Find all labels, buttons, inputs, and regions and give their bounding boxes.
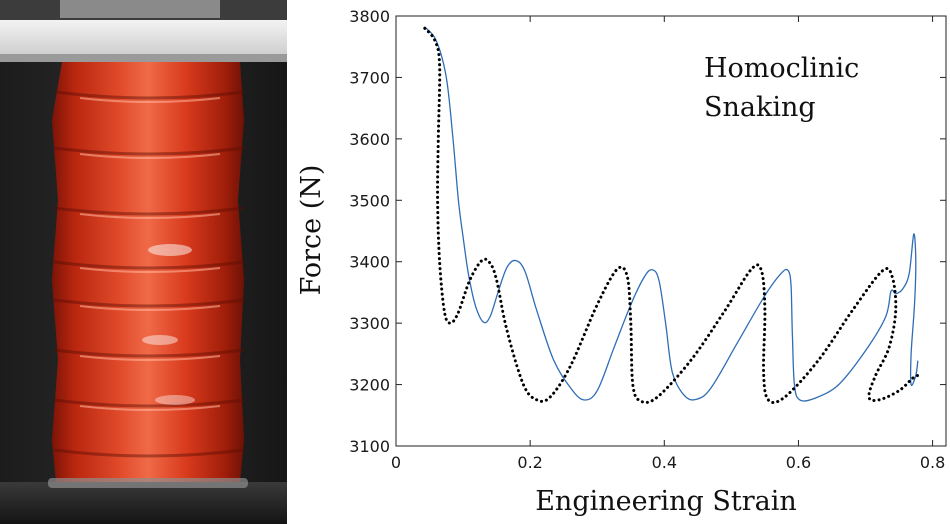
y-tick-label: 3200	[349, 376, 390, 395]
y-tick-label: 3500	[349, 191, 390, 210]
annotation-line-1: Homoclinic	[704, 53, 859, 84]
force-strain-chart: 0 0.2 0.4 0.6 0.8 3100 3200 3300 3400 3500 3600 370…	[296, 7, 947, 517]
y-tick-label: 3600	[349, 130, 390, 149]
annotation-line-2: Snaking	[704, 92, 816, 123]
axes-frame	[395, 15, 947, 447]
x-tick-label: 0.4	[652, 453, 677, 472]
x-tick-label: 0.8	[920, 453, 945, 472]
plot-border	[395, 15, 947, 447]
tick-layer: 0 0.2 0.4 0.6 0.8 3100 3200 3300 3400 3500 3600 370…	[349, 7, 946, 472]
y-tick-label: 3400	[349, 253, 390, 272]
x-tick-label: 0.2	[517, 453, 542, 472]
y-tick-label: 3100	[349, 437, 390, 456]
series-line-solid	[424, 26, 919, 402]
series-layer	[423, 26, 920, 405]
x-tick-label: 0.6	[786, 453, 811, 472]
x-tick-label: 0	[391, 453, 401, 472]
y-tick-label: 3300	[349, 314, 390, 333]
y-tick-label: 3800	[349, 7, 390, 26]
series-line-dotted	[423, 26, 920, 405]
specimen-photo	[0, 0, 287, 524]
x-axis-title: Engineering Strain	[535, 486, 797, 517]
y-axis-title: Force (N)	[296, 165, 327, 296]
y-tick-label: 3700	[349, 68, 390, 87]
